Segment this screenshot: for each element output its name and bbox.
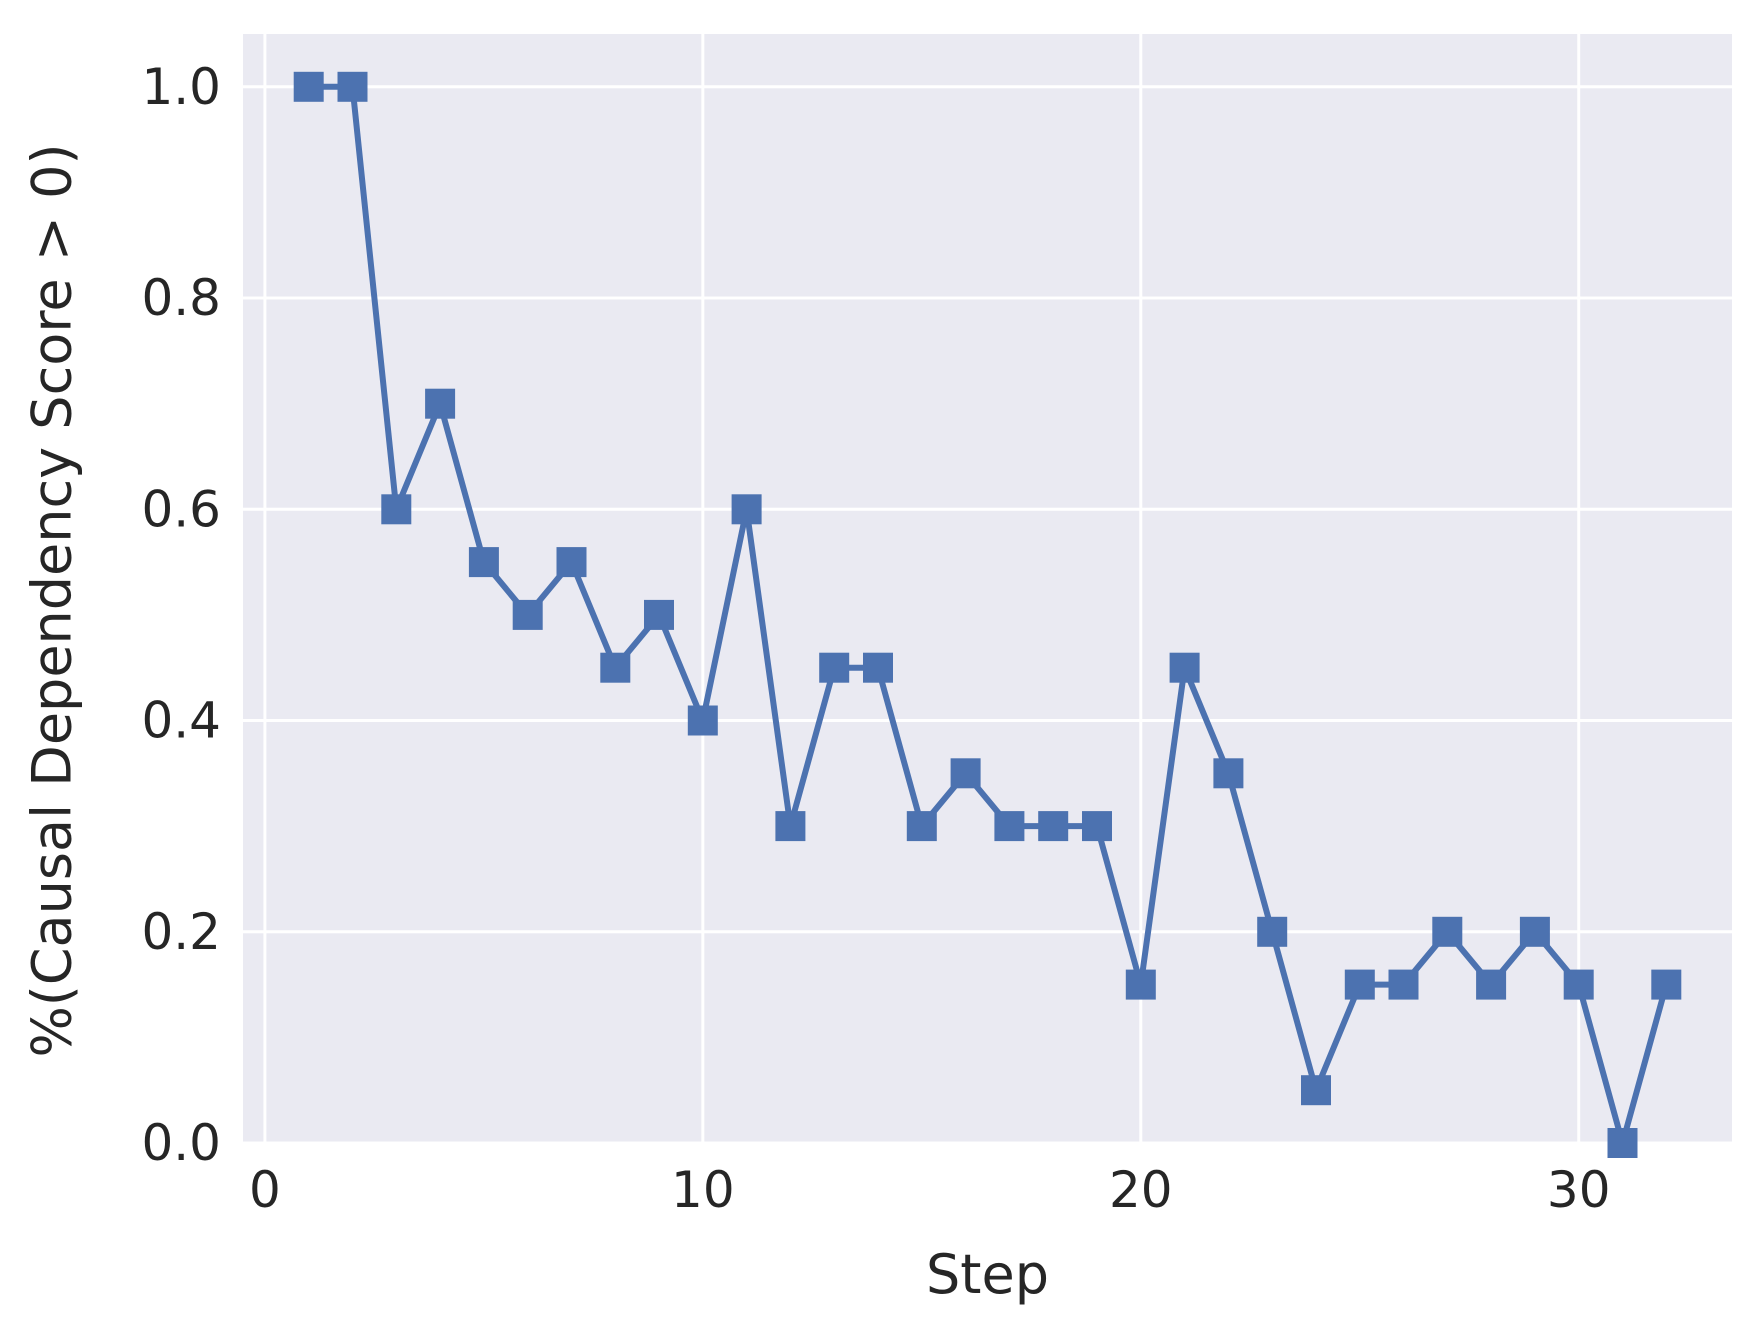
data-point-marker xyxy=(994,811,1025,842)
data-point-marker xyxy=(468,547,499,578)
data-point-marker xyxy=(863,652,893,683)
data-point-marker xyxy=(819,652,850,683)
data-point-marker xyxy=(1519,916,1550,947)
data-point-marker xyxy=(1038,811,1069,842)
data-point-marker xyxy=(1169,652,1200,683)
data-point-marker xyxy=(1432,916,1463,947)
x-tick-label: 20 xyxy=(1109,1161,1173,1219)
data-point-marker xyxy=(1607,1128,1638,1158)
data-point-marker xyxy=(381,494,412,525)
data-point-marker xyxy=(293,71,324,102)
data-point-marker xyxy=(1344,969,1375,1000)
data-point-marker xyxy=(731,494,762,525)
data-point-marker xyxy=(512,599,543,630)
data-point-marker xyxy=(1563,969,1594,1000)
x-axis-label: Step xyxy=(926,1243,1049,1306)
data-point-marker xyxy=(1257,916,1288,947)
y-tick-label: 0.2 xyxy=(141,903,221,961)
grid xyxy=(243,34,1732,1145)
data-point-marker xyxy=(425,388,456,419)
y-tick-label: 0.6 xyxy=(141,480,221,538)
data-point-marker xyxy=(1125,969,1156,1000)
data-point-marker xyxy=(775,811,806,842)
data-point-marker xyxy=(1213,758,1244,789)
data-point-marker xyxy=(1082,811,1112,842)
data-point-marker xyxy=(1651,969,1682,1000)
data-point-marker xyxy=(644,599,674,630)
plot-area xyxy=(243,34,1732,1143)
y-tick-label: 0.4 xyxy=(141,692,221,750)
y-tick-label: 0.8 xyxy=(141,269,221,327)
x-tick-label: 30 xyxy=(1547,1161,1611,1219)
data-point-marker xyxy=(337,71,368,102)
y-axis-label: %(Causal Dependency Score > 0) xyxy=(21,143,84,1057)
x-tick-label: 10 xyxy=(671,1161,735,1219)
data-point-marker xyxy=(687,705,718,736)
data-point-marker xyxy=(906,811,937,842)
y-tick-label: 1.0 xyxy=(141,58,221,116)
tick-labels: 0.0 0.2 0.4 0.6 0.8 1.0 0 10 20 30 xyxy=(141,58,1610,1219)
series-layer xyxy=(293,71,1682,1158)
data-point-marker xyxy=(950,758,981,789)
data-point-marker xyxy=(556,547,587,578)
y-tick-label: 0.0 xyxy=(141,1114,221,1172)
data-point-marker xyxy=(1476,969,1507,1000)
x-tick-label: 0 xyxy=(249,1161,281,1219)
data-point-marker xyxy=(1301,1075,1331,1106)
data-point-marker xyxy=(600,652,631,683)
data-point-marker xyxy=(1388,969,1419,1000)
